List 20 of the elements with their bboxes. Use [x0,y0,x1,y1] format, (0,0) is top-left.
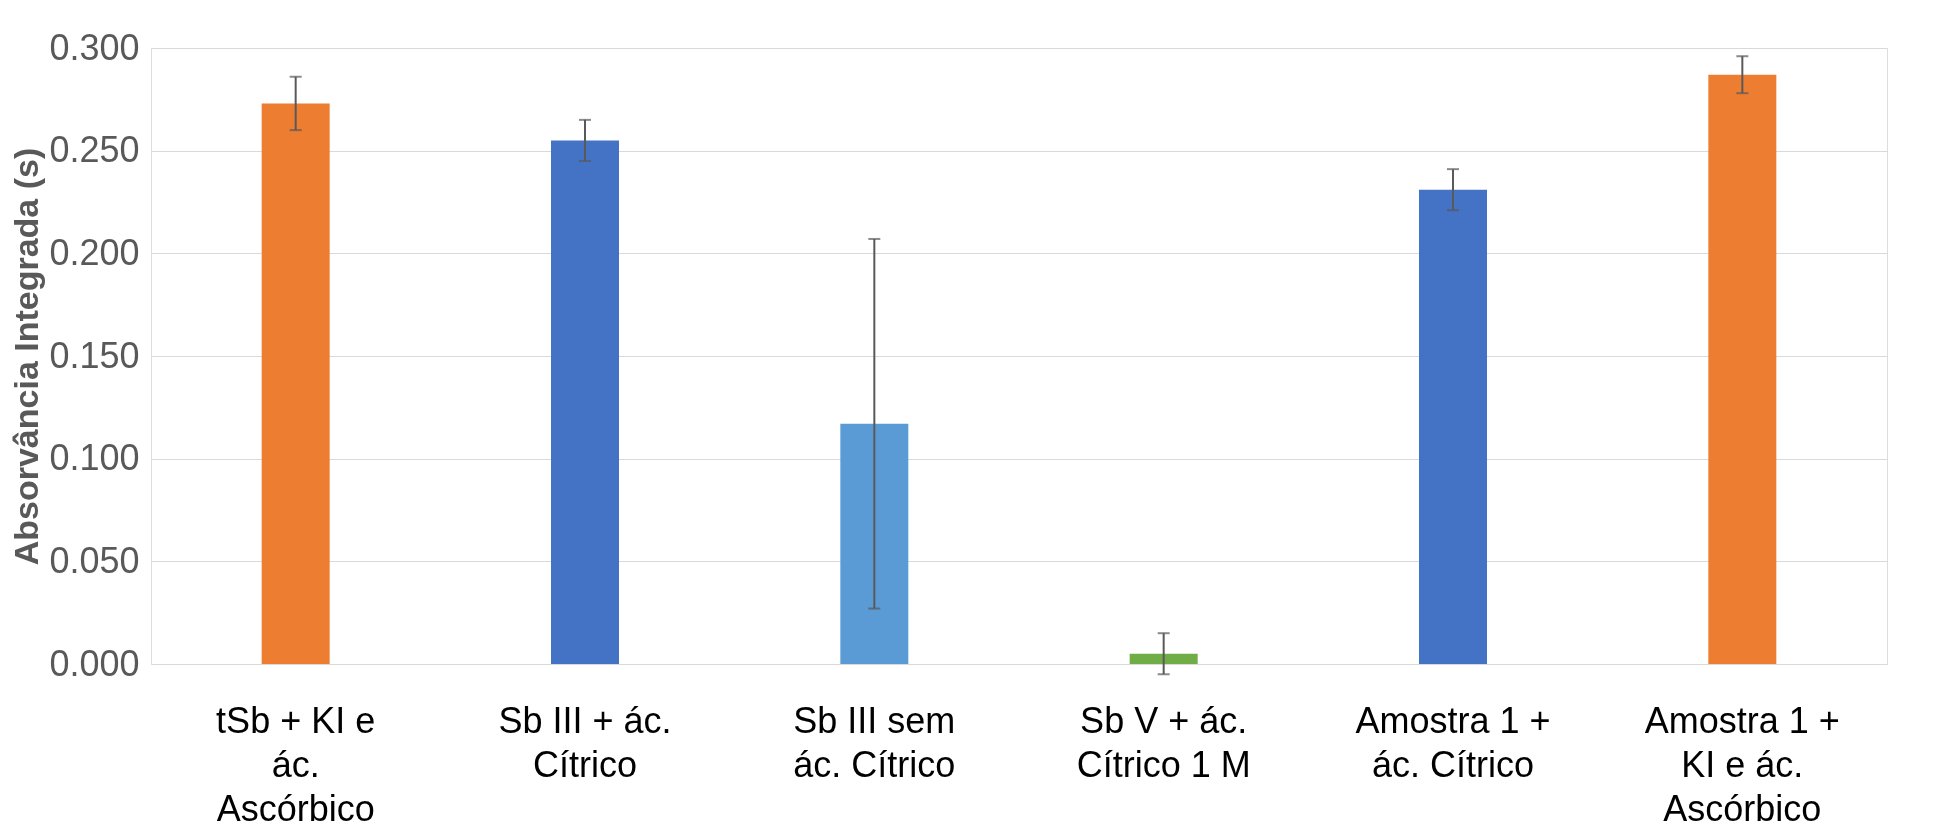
y-tick-label: 0.250 [49,129,140,171]
y-tick-label: 0.100 [49,437,140,479]
x-tick-label: tSb + KI e ác. Ascórbico [216,699,376,829]
y-tick-label: 0.150 [49,334,140,376]
x-tick-label: Sb III sem ác. Cítrico [793,699,956,785]
bar [1129,653,1198,664]
x-tick-label: Sb III + ác. Cítrico [498,699,672,785]
x-tick-label: Amostra 1 + KI e ác. Ascórbico [1644,699,1840,829]
y-tick-label: 0.200 [49,231,140,273]
x-tick-label: Amostra 1 + ác. Cítrico [1355,699,1551,785]
bar [840,423,909,664]
bar [1708,74,1777,664]
bar [1419,189,1487,664]
y-tick-label: 0.050 [49,539,140,581]
y-tick-label: 0.300 [49,26,140,68]
y-axis-title: Absorvância Integrada (s) [7,147,46,566]
x-tick-label: Sb V + ác. Cítrico 1 M [1076,699,1251,785]
bar [551,140,619,664]
y-tick-label: 0.000 [49,642,140,684]
bar [261,103,330,664]
